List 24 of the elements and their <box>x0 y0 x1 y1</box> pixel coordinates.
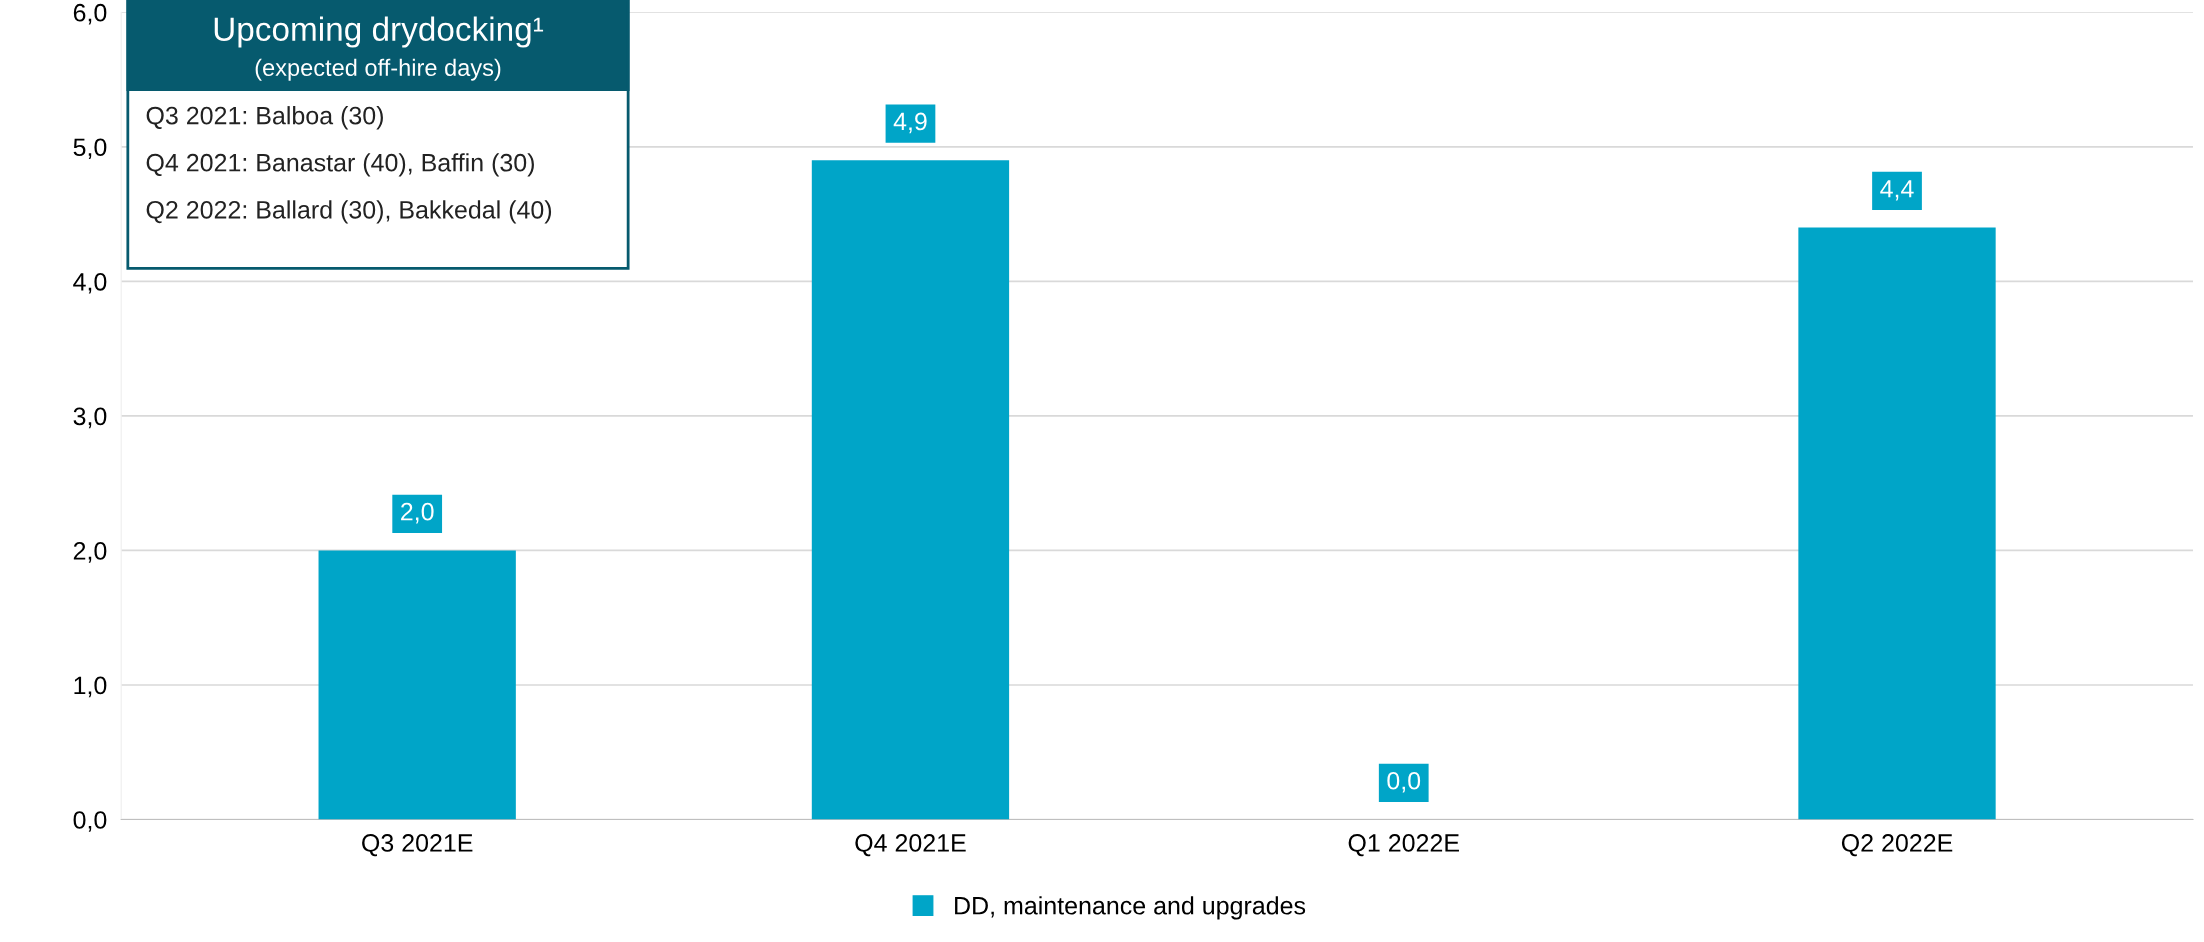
y-tick-label: 0,0 <box>73 811 107 832</box>
x-tick-label: Q3 2021E <box>362 834 473 857</box>
x-tick-label: Q1 2022E <box>1348 834 1459 857</box>
bar <box>1798 227 1996 820</box>
y-tick-label: 5,0 <box>73 138 107 160</box>
annotation: (expected off-hire days) <box>255 58 501 81</box>
y-tick-label: 2,0 <box>73 542 107 563</box>
y-tick-label: 3,0 <box>73 407 107 429</box>
data-label: 2,0 <box>401 502 434 524</box>
data-label: 0,0 <box>1387 771 1421 793</box>
annotation: Upcoming drydocking¹ <box>214 16 544 48</box>
bar <box>811 160 1010 820</box>
bar <box>318 550 516 820</box>
x-tick-label: Q2 2022E <box>1841 834 1953 857</box>
annotation: Q2 2022: Ballard (30), Bakkedal (40) <box>146 200 552 224</box>
y-tick-label: 6,0 <box>73 3 107 25</box>
y-tick-label: 1,0 <box>74 676 107 698</box>
annotation: Q4 2021: Banastar (40), Baffin (30) <box>146 153 534 177</box>
x-tick-label: Q4 2021E <box>855 834 966 857</box>
legend-label: DD, maintenance and upgrades <box>955 896 1306 920</box>
annotation: Q3 2021: Balboa (30) <box>146 106 383 130</box>
data-label: 4,9 <box>893 112 927 134</box>
y-tick-label: 4,0 <box>73 272 107 294</box>
data-label: 4,4 <box>1880 180 1914 201</box>
